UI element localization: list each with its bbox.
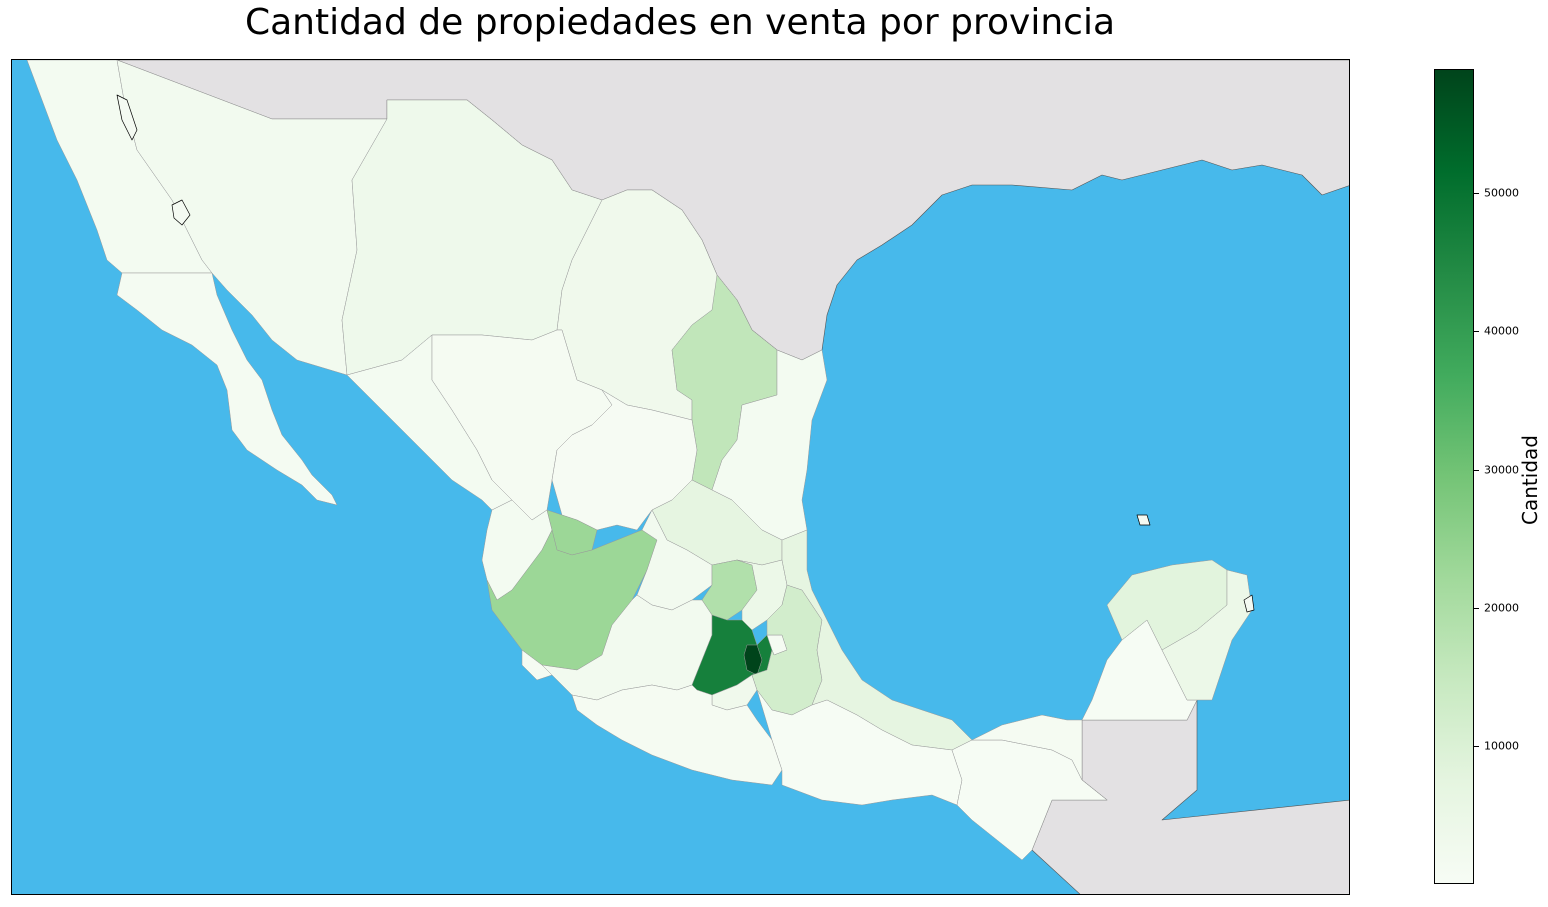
- colorbar-tick-label: 50000: [1484, 186, 1519, 200]
- region-zacatecas[interactable]: [551, 389, 698, 531]
- colorbar-tick-label: 10000: [1484, 739, 1519, 753]
- map-title: Cantidad de propiedades en venta por pro…: [244, 2, 1116, 43]
- colorbar-label: Cantidad: [1518, 435, 1542, 525]
- isla-del-carmen-island: [1136, 514, 1151, 526]
- isla-tiburon-island: [171, 199, 191, 226]
- colorbar-tick-label: 20000: [1484, 601, 1519, 615]
- region-quintana-roo[interactable]: [1161, 569, 1253, 701]
- state-regions: [26, 60, 1253, 861]
- region-tabasco[interactable]: [971, 714, 1083, 781]
- colorbar-tick-mark: [1474, 469, 1479, 471]
- isla-cozumel-island: [1243, 594, 1255, 613]
- region-guerrero[interactable]: [571, 684, 783, 786]
- colorbar: [1434, 69, 1474, 884]
- colorbar-tick-mark: [1474, 193, 1479, 195]
- map-area[interactable]: [11, 59, 1350, 895]
- region-baja-california-sur[interactable]: [116, 272, 338, 506]
- colorbar-tick-mark: [1474, 745, 1479, 747]
- region-colima[interactable]: [521, 649, 553, 681]
- isla-angel-de-la-guarda-island: [116, 94, 138, 141]
- colorbar-tick-label: 30000: [1484, 463, 1519, 477]
- colorbar-tick-mark: [1474, 607, 1479, 609]
- colorbar-tick-label: 40000: [1484, 324, 1519, 338]
- colorbar-tick-mark: [1474, 331, 1479, 333]
- mexico-map: [26, 60, 1349, 894]
- islands: [116, 94, 1255, 613]
